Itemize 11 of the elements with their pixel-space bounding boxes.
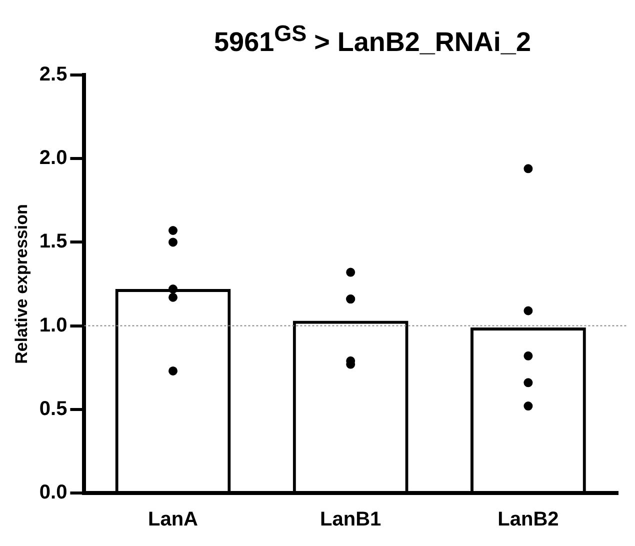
x-tick-label: LanA [148, 508, 198, 531]
y-tick-label: 0.5 [39, 398, 68, 420]
y-tick-label: 2.5 [39, 64, 68, 86]
chart-title: 5961$^{GS}$ > LanB2_RNAi_2 [213, 20, 532, 59]
y-axis-title: Relative expression [12, 204, 31, 364]
x-tick-label: LanB2 [498, 508, 559, 531]
x-tick-label: LanB1 [320, 508, 382, 531]
y-tick-label: 0.0 [39, 482, 68, 504]
y-tick-label: 1.0 [39, 314, 68, 336]
y-tick-label: 1.5 [39, 230, 68, 253]
y-tick-label: 2.0 [39, 147, 68, 170]
